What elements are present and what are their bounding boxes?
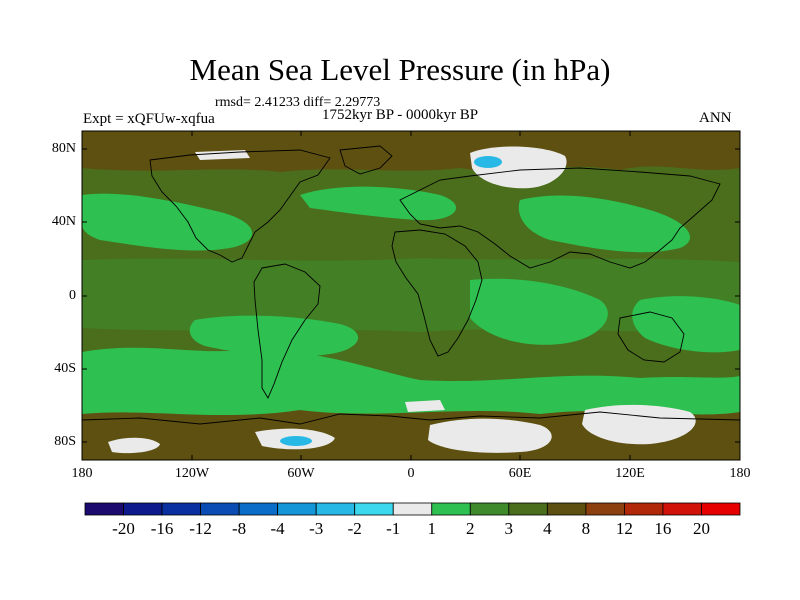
antarctica-coast bbox=[81, 411, 741, 425]
colorbar-swatch bbox=[161, 502, 201, 516]
colorbar-label: 2 bbox=[466, 519, 475, 538]
colorbar-swatch bbox=[662, 502, 702, 516]
colorbar-label: -1 bbox=[386, 519, 401, 538]
white-ross bbox=[108, 437, 160, 454]
green-north-atlantic bbox=[300, 186, 457, 221]
pressure-field bbox=[82, 131, 740, 460]
colorbar-label: 4 bbox=[543, 519, 552, 538]
colorbar-swatch bbox=[315, 502, 356, 516]
colorbar-label: -3 bbox=[309, 519, 324, 538]
eurasia-coast bbox=[399, 167, 721, 269]
south-america-coast bbox=[253, 263, 321, 399]
colorbar-swatch bbox=[508, 502, 548, 516]
arctic-brown-band bbox=[82, 131, 740, 172]
greenland-coast bbox=[339, 145, 393, 175]
colorbar-label: -16 bbox=[150, 519, 174, 538]
green-asia bbox=[518, 195, 690, 253]
coastlines bbox=[81, 145, 741, 425]
axis-ticks bbox=[82, 131, 740, 460]
colorbar-swatch bbox=[123, 502, 163, 516]
map-title: Mean Sea Level Pressure (in hPa) bbox=[189, 52, 611, 87]
cyan-siberia bbox=[474, 156, 502, 168]
green-southern-ocean bbox=[82, 347, 740, 416]
australia-coast bbox=[617, 311, 685, 363]
lon-label-0: 0 bbox=[407, 466, 415, 481]
colorbar-swatch bbox=[431, 502, 471, 516]
cyan-antarctic bbox=[280, 436, 312, 446]
green-indian-ocean bbox=[470, 278, 608, 345]
colorbar bbox=[84, 502, 741, 516]
colorbar-label: 8 bbox=[581, 519, 591, 538]
colorbar-swatch bbox=[392, 502, 433, 516]
colorbar-label: -2 bbox=[347, 519, 362, 538]
colorbar-label: 20 bbox=[693, 519, 710, 538]
lat-label-80n: 80N bbox=[51, 141, 76, 156]
lat-label-0: 0 bbox=[69, 288, 76, 303]
period-label: 1752kyr BP - 0000kyr BP bbox=[322, 107, 479, 123]
lat-label-40n: 40N bbox=[51, 214, 76, 229]
colorbar-swatch bbox=[624, 502, 664, 516]
antarctic-brown-band bbox=[82, 405, 740, 460]
colorbar-swatch bbox=[585, 502, 625, 516]
colorbar-swatch bbox=[277, 502, 317, 516]
colorbar-label: 1 bbox=[427, 519, 437, 538]
stats-readout: rmsd= 2.41233 diff= 2.29773 bbox=[215, 95, 381, 110]
colorbar-swatch bbox=[546, 502, 587, 516]
colorbar-swatch bbox=[200, 502, 240, 516]
lat-label-80s: 80S bbox=[54, 434, 76, 449]
white-antarctica-far-east bbox=[582, 404, 696, 445]
lon-label-180w: 180 bbox=[71, 466, 93, 481]
experiment-label: Expt = xQFUw-xqfua bbox=[83, 111, 215, 127]
colorbar-label: -4 bbox=[270, 519, 285, 538]
lon-label-120w: 120W bbox=[174, 466, 210, 481]
lon-label-60w: 60W bbox=[287, 466, 315, 481]
white-weddell bbox=[405, 400, 445, 412]
colorbar-swatch bbox=[238, 502, 279, 516]
colorbar-label: -8 bbox=[232, 519, 247, 538]
lon-label-60e: 60E bbox=[508, 466, 532, 481]
colorbar-label: 3 bbox=[504, 519, 514, 538]
colorbar-label: -20 bbox=[112, 519, 135, 538]
green-south-pacific bbox=[189, 315, 359, 357]
colorbar-label: -12 bbox=[189, 519, 212, 538]
colorbar-swatch bbox=[701, 502, 741, 516]
lon-label-120e: 120E bbox=[615, 466, 645, 481]
lon-label-180e: 180 bbox=[729, 466, 751, 481]
colorbar-label: 12 bbox=[615, 519, 633, 538]
colorbar-swatch bbox=[84, 502, 124, 516]
white-antarctica-east bbox=[428, 418, 552, 453]
africa-coast bbox=[391, 229, 483, 357]
lat-label-40s: 40S bbox=[54, 361, 76, 376]
green-north-pacific bbox=[82, 193, 253, 251]
green-west-pacific bbox=[632, 296, 740, 353]
colorbar-swatch bbox=[469, 502, 510, 516]
season-label: ANN bbox=[699, 110, 732, 126]
colorbar-label: 16 bbox=[654, 519, 672, 538]
north-america-coast bbox=[149, 149, 331, 263]
colorbar-swatch bbox=[354, 502, 394, 516]
